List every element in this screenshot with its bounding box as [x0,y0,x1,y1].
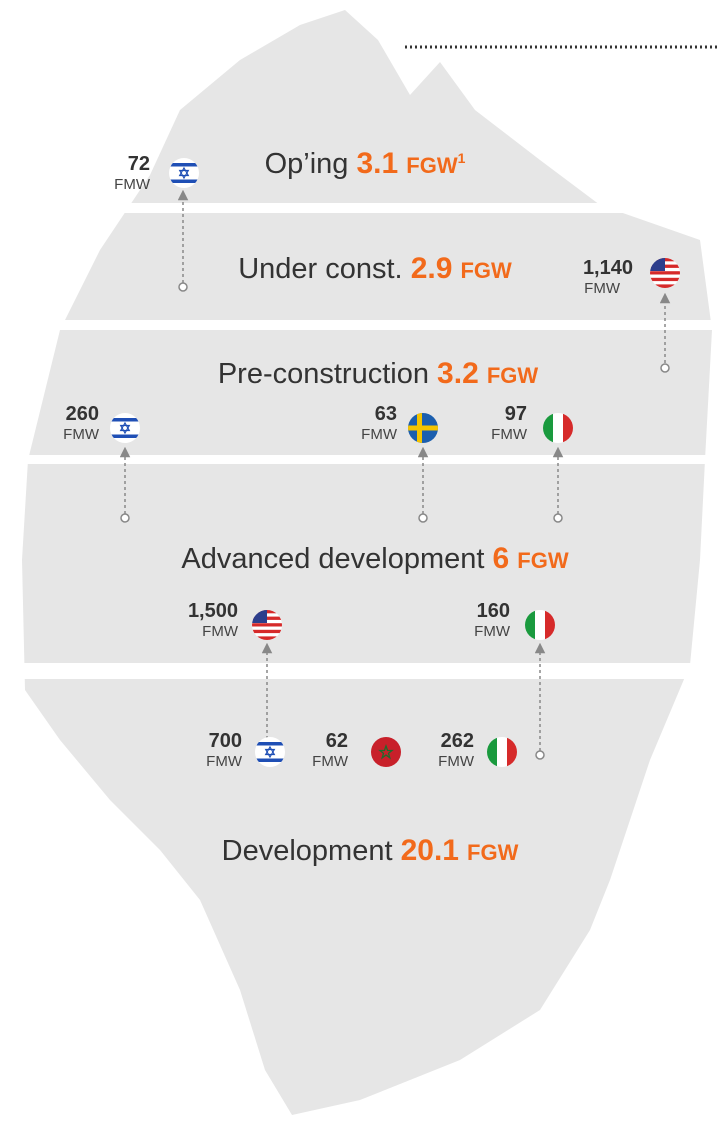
project-unit: FMW [63,426,100,443]
layer-value: 3.1 [356,147,398,180]
layer-label: Development [222,835,393,867]
project-value: 262 [441,730,474,752]
flag-morocco [371,737,401,767]
project-unit: FMW [312,753,349,770]
flag-usa [650,258,680,288]
flag-italy [543,413,573,443]
arrow-end [179,283,187,291]
layer-value: 3.2 [437,357,479,390]
project-value: 1,140 [583,257,633,279]
layer-unit: FGW [487,363,539,388]
layer-label: Pre-construction [218,358,429,390]
project-value: 97 [505,403,527,425]
project-unit: FMW [361,426,398,443]
arrow-end [121,514,129,522]
project-unit: FMW [438,753,475,770]
layer-value: 2.9 [411,252,453,285]
band-gap [0,455,718,464]
project-unit: FMW [202,623,239,640]
layer-label: Under const. [238,253,402,285]
layer-unit: FGW [460,258,512,283]
layer-title: Advanced development 6 FGW [181,542,568,575]
layer-label: Advanced development [181,543,484,575]
flag-sweden [408,413,438,443]
project-unit: FMW [474,623,511,640]
layer-label: Op’ing [265,148,349,180]
flag-israel [255,737,285,767]
flag-usa [252,610,282,640]
project-unit: FMW [584,280,621,297]
layer-value: 20.1 [401,834,459,867]
project-value: 260 [66,403,99,425]
project-unit: FMW [114,176,151,193]
arrow-end [419,514,427,522]
footnote-mark: 1 [458,150,466,166]
project-unit: FMW [491,426,528,443]
project-value: 62 [326,730,348,752]
flag-italy [525,610,555,640]
layer-value: 6 [493,542,510,575]
layer-unit: FGW [406,153,458,178]
layer-unit: FGW [467,840,519,865]
band-gap [0,203,718,213]
iceberg-diagram: Op’ing 3.1 FGW1 Under const. 2.9 FGW Pre… [0,0,718,1123]
project-value: 1,500 [188,600,238,622]
project-value: 160 [477,600,510,622]
project-value: 72 [128,153,150,175]
arrow-end [536,751,544,759]
project-value: 63 [375,403,397,425]
band-gap [0,320,718,330]
flag-israel [169,158,199,188]
layer-unit: FGW [517,548,569,573]
arrow-end [661,364,669,372]
band-gap [0,663,718,679]
project-unit: FMW [206,753,243,770]
project-value: 700 [209,730,242,752]
flag-italy [487,737,517,767]
flag-israel [110,413,140,443]
arrow-end [554,514,562,522]
